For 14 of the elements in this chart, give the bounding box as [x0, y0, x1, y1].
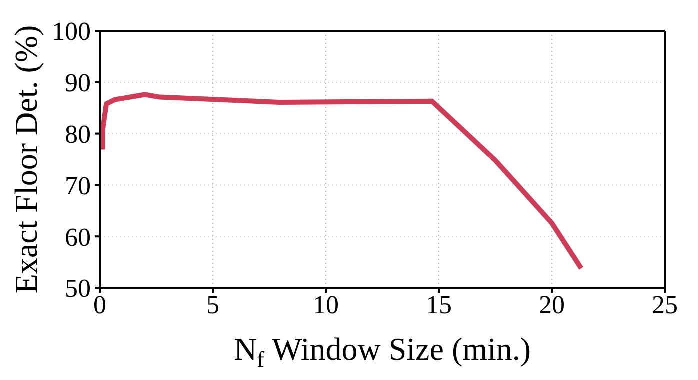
y-tick-label: 70 — [65, 171, 91, 200]
y-tick-label: 90 — [65, 68, 91, 98]
x-axis-title: N$_{f}$ Window Size (min.) — [234, 331, 532, 372]
y-tick-label: 80 — [65, 120, 91, 150]
x-tick-label: 5 — [206, 290, 220, 320]
y-tick-label: 60 — [65, 222, 91, 252]
x-tick-label: 15 — [426, 290, 452, 320]
x-tick-label: 0 — [94, 290, 106, 320]
x-tick-label: 10 — [313, 290, 339, 320]
y-tick-label: 50 — [65, 274, 91, 304]
x-tick-label: 20 — [539, 290, 565, 320]
x-tick-label: 25 — [652, 290, 678, 320]
y-axis-title: Exact Floor Det. (%) — [8, 25, 44, 294]
y-tick-label: 100 — [52, 17, 91, 46]
